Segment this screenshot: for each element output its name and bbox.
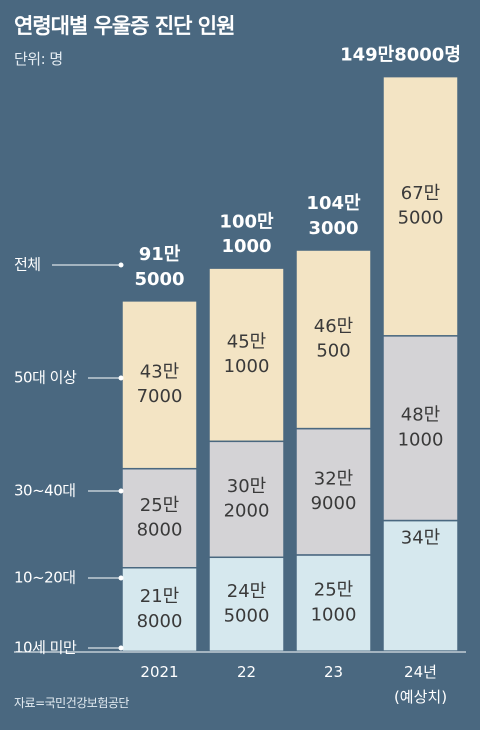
segment-value-label: 21만 8000 [137,586,183,632]
bar-segment [121,467,198,569]
total-value-label: 149만8000명 [340,45,461,66]
bar-segment [208,440,285,559]
legend-label: 50대 이상 [14,369,77,387]
bar-segment [382,75,459,337]
total-value-label: 91만 5000 [134,244,184,290]
category-sublabel: (예상치) [394,688,447,706]
bar-segment [121,567,198,653]
segment-value-label: 25만 8000 [137,495,183,541]
legend-label: 전체 [14,256,41,274]
bar-segment [208,556,285,653]
segment-value-label: 25만 1000 [311,580,357,626]
legend-label: 10세 미만 [14,639,77,657]
legend-label: 30~40대 [14,482,76,500]
segment-value-label: 24만 5000 [224,581,270,627]
legend-leader-dot [118,575,124,581]
bar-segment [295,249,372,430]
bar-segment [295,554,372,653]
bar-segment [382,335,459,522]
bar-segment [295,427,372,556]
bar-segment [382,519,459,652]
category-label: 23 [324,663,343,681]
total-value-label: 104만 3000 [306,193,361,239]
source-note: 자료=국민건강보험공단 [14,696,129,710]
legend-leader-dot [118,262,124,268]
total-value-label: 100만 1000 [219,211,274,257]
segment-value-label: 32만 9000 [311,468,357,514]
chart-title: 연령대별 우울증 진단 인원 [14,14,235,38]
segment-value-label: 43만 7000 [137,361,183,407]
bar-segment [208,267,285,443]
segment-value-label: 45만 1000 [224,331,270,377]
segment-value-label: 30만 2000 [224,476,270,522]
bar-segment [121,300,198,470]
unit-label: 단위: 명 [14,50,63,68]
category-label: 2021 [140,663,178,681]
category-label: 22 [237,663,256,681]
legend-leader-dot [118,375,124,381]
segment-value-label: 46만 500 [314,316,353,362]
legend-label: 10~20대 [14,569,76,587]
segment-value-label: 34만 [401,528,440,549]
segment-value-label: 67만 5000 [398,183,444,229]
segment-value-label: 48만 1000 [398,405,444,451]
category-label: 24년 [404,663,437,681]
legend-leader-dot [118,488,124,494]
legend-leader-dot [118,645,124,651]
